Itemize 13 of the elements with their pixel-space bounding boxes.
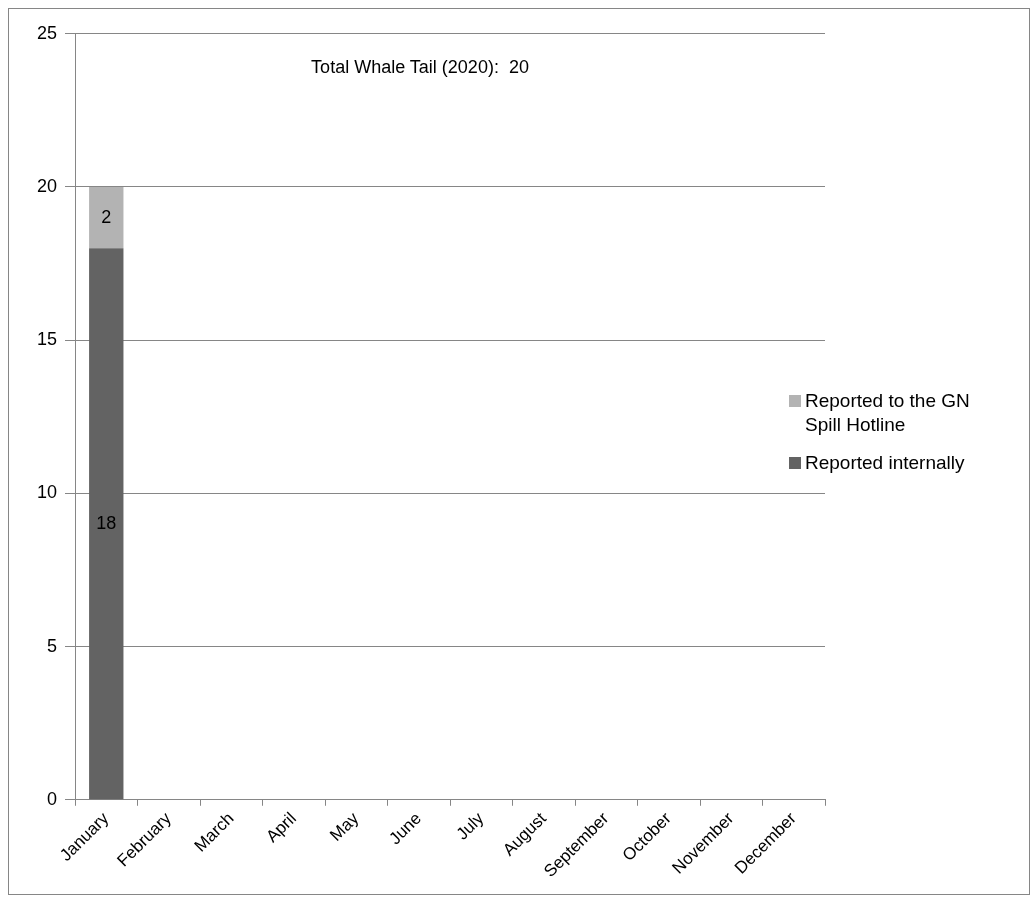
legend-label: Reported to the GN Spill Hotline: [805, 389, 971, 437]
annotation: Total Whale Tail (2020): 20: [311, 56, 529, 77]
y-tick-label: 25: [36, 22, 58, 43]
x-tick-label: July: [452, 808, 488, 844]
y-tick-label: 15: [36, 329, 58, 350]
y-tick-label: 5: [47, 635, 58, 656]
legend-label: Reported internally: [805, 451, 966, 475]
data-label: 18: [96, 512, 117, 533]
y-tick-label: 10: [36, 482, 58, 503]
y-tick-label: 20: [36, 175, 58, 196]
x-tick-label: May: [326, 808, 363, 845]
y-tick-label: 0: [47, 788, 58, 809]
data-label: 2: [101, 206, 112, 227]
